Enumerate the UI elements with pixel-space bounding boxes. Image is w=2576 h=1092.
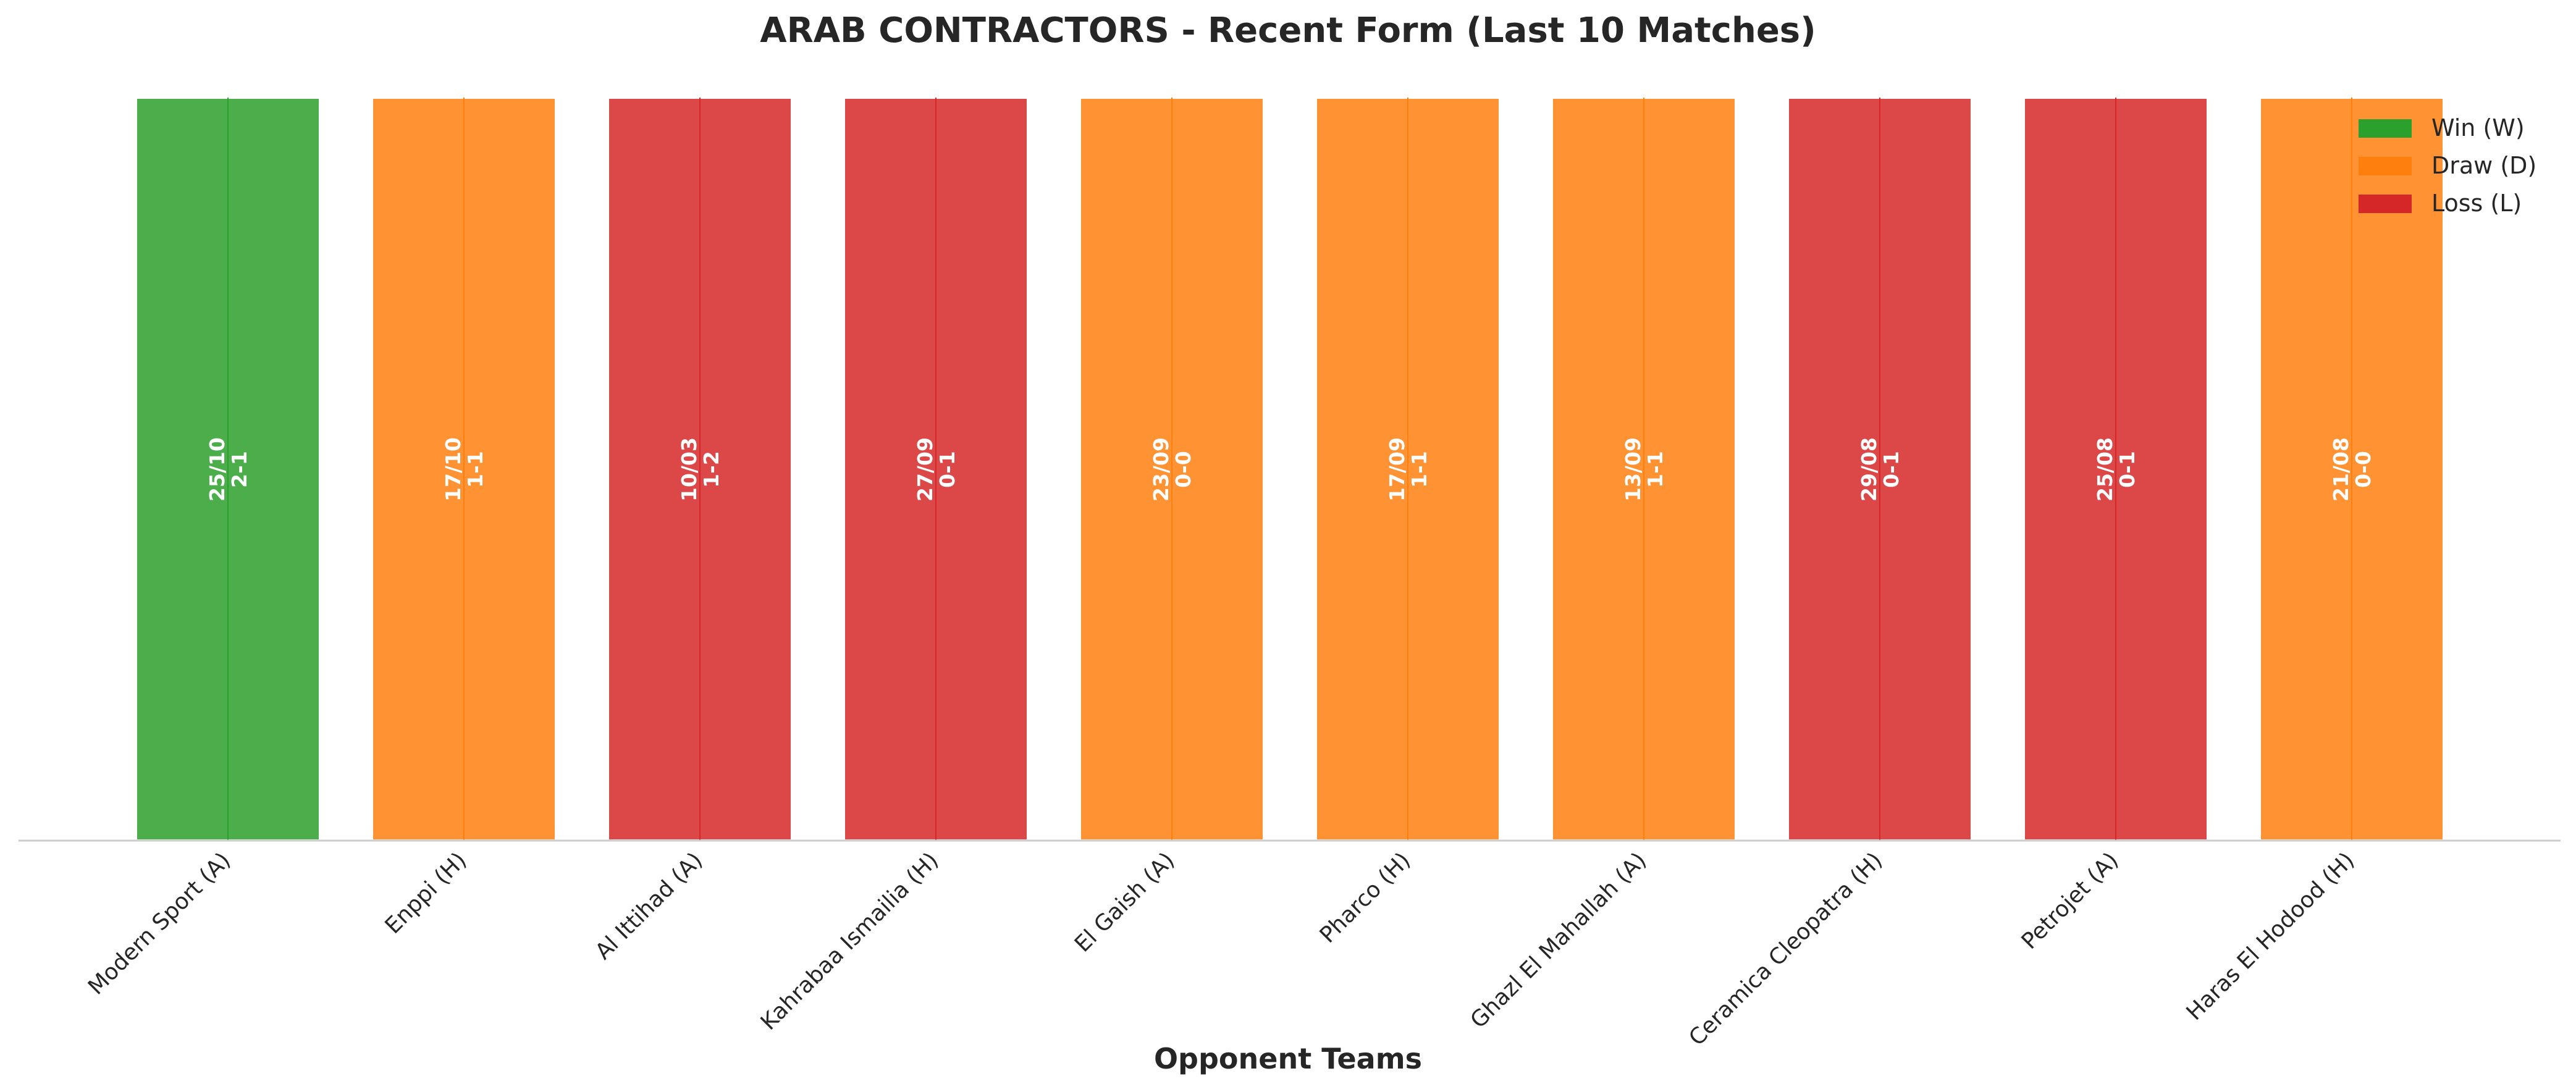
bar-label: 13/091-1 (1621, 437, 1667, 502)
bar-score-label: 2-1 (227, 451, 251, 488)
bar-score-label: 0-1 (935, 451, 959, 488)
bar-label: 21/080-0 (2329, 437, 2375, 502)
bar-score-label: 1-1 (1407, 451, 1431, 488)
bar-score-label: 0-1 (2115, 451, 2139, 488)
bar-label: 17/101-1 (441, 437, 487, 502)
bar-score-label: 0-0 (2351, 451, 2375, 488)
x-axis-label: Opponent Teams (1154, 1042, 1422, 1075)
bar-score-label: 1-1 (1643, 451, 1667, 488)
legend: Win (W) Draw (D) Loss (L) (2359, 114, 2536, 217)
bar-label: 23/090-0 (1149, 437, 1195, 502)
bar-date-label: 25/08 (2093, 437, 2117, 502)
bar-date-label: 23/09 (1149, 437, 1173, 502)
bar-date-label: 29/08 (1857, 437, 1881, 502)
chart-title: ARAB CONTRACTORS - Recent Form (Last 10 … (760, 10, 1816, 51)
legend-swatch (2359, 157, 2412, 175)
bar-label: 27/090-1 (913, 437, 959, 502)
bar-date-label: 17/09 (1385, 437, 1409, 502)
bar-date-label: 21/08 (2329, 437, 2353, 502)
bar-label: 10/031-2 (677, 437, 723, 502)
bar-date-label: 25/10 (205, 437, 229, 502)
bar-date-label: 10/03 (677, 437, 701, 502)
legend-swatch (2359, 195, 2412, 213)
legend-label: Draw (D) (2431, 152, 2536, 179)
legend-label: Loss (L) (2431, 190, 2522, 217)
bar-score-label: 0-0 (1171, 451, 1195, 488)
bar-score-label: 1-1 (463, 451, 487, 488)
bar-date-label: 13/09 (1621, 437, 1645, 502)
bars-layer (135, 96, 2445, 842)
bar-label: 17/091-1 (1385, 437, 1431, 502)
bar-labels-layer: 25/102-1 17/101-1 10/031-2 27/090-1 23/090-0… (205, 437, 2375, 502)
bar-label: 25/102-1 (205, 437, 251, 502)
bar-date-label: 27/09 (913, 437, 937, 502)
bar-label: 29/080-1 (1857, 437, 1903, 502)
bar-date-label: 17/10 (441, 437, 465, 502)
legend-swatch (2359, 119, 2412, 138)
bar-score-label: 0-1 (1879, 451, 1903, 488)
bar-score-label: 1-2 (699, 451, 723, 488)
legend-label: Win (W) (2431, 114, 2525, 141)
bar-label: 25/080-1 (2093, 437, 2139, 502)
